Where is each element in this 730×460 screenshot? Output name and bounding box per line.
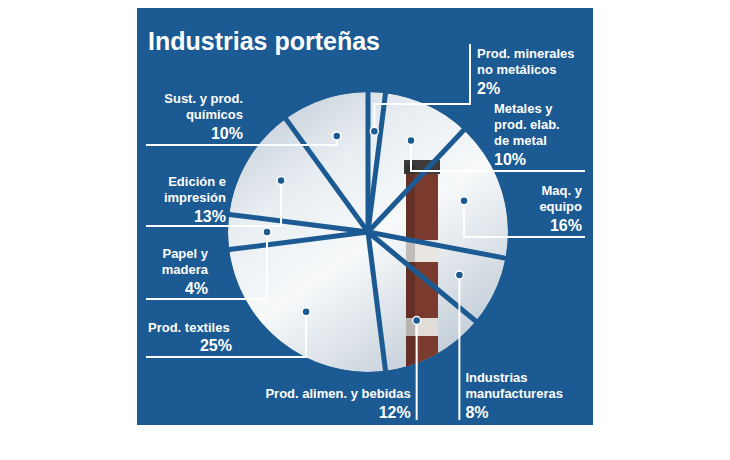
title: Industrias porteñas	[148, 27, 380, 55]
category-label: Prod. alimen. y bebidas	[265, 386, 410, 401]
category-label: Prod. textiles	[148, 320, 230, 335]
label-line: Metales y	[494, 101, 553, 116]
leader-line	[146, 312, 306, 357]
label-line: Papel y	[162, 246, 208, 261]
label-line: equipo	[539, 199, 582, 214]
category-label: Papel ymadera	[162, 246, 209, 277]
category-label: Edición eimpresión	[164, 174, 226, 205]
leader-dot	[333, 132, 341, 140]
chart-svg: Industrias porteñasProd. mineralesno met…	[0, 0, 730, 460]
label-line: Industrias	[465, 370, 527, 385]
data-label: 10%	[494, 151, 526, 168]
category-label: Metales yprod. elab.de metal	[494, 101, 560, 148]
label-line: prod. elab.	[494, 117, 560, 132]
data-label: 12%	[379, 404, 411, 421]
slice-separator	[368, 232, 386, 373]
label-line: Maq. y	[542, 183, 583, 198]
data-label: 25%	[200, 337, 232, 354]
category-label: Sust. y prod.químicos	[164, 91, 243, 122]
label-line: manufactureras	[465, 386, 563, 401]
leader-dot	[413, 317, 421, 325]
label-line: impresión	[164, 190, 226, 205]
slice-separator	[227, 214, 368, 232]
slice	[229, 232, 385, 372]
chart-container: Industrias porteñasProd. mineralesno met…	[0, 0, 730, 460]
data-label: 16%	[550, 217, 582, 234]
label-line: Sust. y prod.	[164, 91, 243, 106]
leader-line	[416, 321, 418, 420]
labels: Prod. mineralesno metálicos 2% Metales ypr…	[146, 44, 585, 421]
leader-dot	[370, 127, 378, 135]
data-label: 2%	[477, 80, 500, 97]
label-line: Prod. minerales	[477, 46, 575, 61]
slice-separator	[285, 117, 368, 232]
data-label: 10%	[211, 125, 243, 142]
slice-separator	[227, 232, 368, 250]
data-label: 8%	[465, 404, 488, 421]
label-line: químicos	[186, 107, 243, 122]
panel	[137, 8, 593, 425]
data-label: 4%	[185, 280, 208, 297]
category-label: Industriasmanufactureras	[465, 370, 563, 401]
leader-dot	[263, 228, 271, 236]
category-label: Prod. mineralesno metálicos	[477, 46, 575, 77]
slice-separator	[368, 232, 477, 323]
label-line: madera	[162, 262, 209, 277]
label-line: de metal	[494, 133, 547, 148]
leader-line	[458, 275, 460, 420]
leader-line	[374, 44, 470, 131]
leader-dot	[455, 271, 463, 279]
data-label: 13%	[194, 208, 226, 225]
slice-separator	[368, 91, 386, 232]
leader-dot	[407, 137, 415, 145]
label-line: Prod. textiles	[148, 320, 230, 335]
slice-separator	[368, 128, 465, 232]
slice-separator	[368, 232, 507, 259]
label-line: no metálicos	[477, 62, 556, 77]
label-line: Prod. alimen. y bebidas	[265, 386, 410, 401]
leader-dot	[277, 177, 285, 185]
leader-dot	[302, 308, 310, 316]
category-label: Maq. yequipo	[539, 183, 582, 214]
leader-dot	[460, 197, 468, 205]
leader-line	[146, 232, 267, 299]
chimney-body	[406, 165, 438, 425]
label-line: Edición e	[168, 174, 226, 189]
